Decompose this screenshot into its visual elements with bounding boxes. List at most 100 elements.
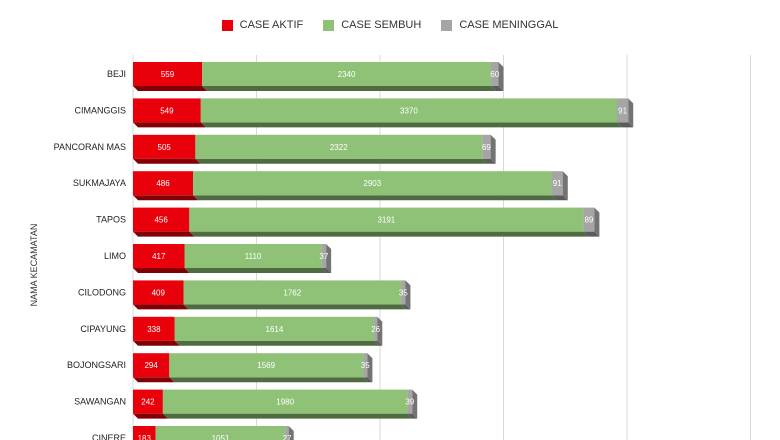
data-label: 60 [490,70,499,79]
bar-segment-cap [405,280,411,310]
data-label: 2322 [330,143,348,152]
bar-segment [174,316,375,341]
data-label: 505 [158,143,172,152]
legend-swatch-active [221,19,233,31]
data-label: 409 [152,288,166,297]
data-label: 91 [618,106,627,115]
bar-segment [193,171,552,196]
bar-segment-cap [594,207,600,237]
bar-segment-depth [200,122,622,128]
data-label: 2903 [363,179,381,188]
bar-segment [401,280,406,305]
data-label: 559 [161,70,175,79]
bar-segment-depth [133,268,190,273]
bar-segment [133,134,196,159]
bar-segment-cap [628,98,634,128]
bar-segment-cap [367,353,373,383]
bar-segment-cap [326,244,332,273]
legend-swatch-recovered [323,19,335,31]
bar-segment [583,207,595,232]
data-label: 3191 [377,216,395,225]
category-label: SAWANGAN [74,397,126,407]
bar-segment [133,207,190,232]
bar-segment-cap [288,426,294,440]
category-label: TAPOS [96,215,126,225]
bar-segment [133,171,194,196]
bar-segment-depth [133,122,206,128]
bar-segment [183,280,402,305]
data-label: 1051 [212,434,230,440]
bar-segment-depth [193,195,557,201]
bar-segment-depth [133,377,175,383]
legend-label-recovered: CASE SEMBUH [341,19,422,31]
data-label: 1569 [257,361,275,370]
category-label: CIMANGGIS [74,105,126,115]
bar-segment [133,426,156,440]
data-label: 37 [319,252,328,261]
bar-segment-depth [133,231,195,237]
data-label: 1614 [266,325,284,334]
bar-segment-depth [133,86,208,91]
bar-segment [200,98,617,123]
legend-item-recovered: CASE SEMBUH [323,19,421,31]
bar-segment [202,62,492,86]
data-label: 294 [144,361,158,370]
legend-item-deaths: CASE MENINGGAL [441,19,558,31]
bar-segment-depth [133,340,180,346]
bar-segment [189,207,584,232]
bar-segment-depth [189,231,589,237]
bar-segment [133,389,163,414]
bar-segment [133,353,170,378]
bar-segment-depth [133,158,201,164]
bar-segment [363,353,368,378]
data-label: 39 [405,398,414,407]
data-label: 26 [371,325,380,334]
bar-segment [155,426,286,440]
data-label: 91 [553,179,562,188]
bar-segment [321,244,327,268]
data-label: 456 [154,216,168,225]
data-label: 3370 [400,106,418,115]
bar-segment [285,426,289,440]
data-label: 417 [152,252,166,261]
bar-segment-depth [183,304,407,310]
bar-segment-cap [490,134,496,164]
bar-segment [374,316,378,341]
bar-segment-depth [133,195,199,201]
bar-segment [491,62,499,86]
category-label: PANCORAN MAS [54,142,126,152]
legend-swatch-deaths [441,19,453,31]
legend-label-deaths: CASE MENINGGAL [459,19,559,31]
bar-segment-depth [133,304,189,310]
data-label: 338 [147,325,161,334]
legend: CASE AKTIF CASE SEMBUH CASE MENINGGAL [0,19,780,31]
bar-segment-depth [321,268,332,273]
bar-segment [195,134,483,159]
bar-segment-cap [562,171,568,201]
category-label: LIMO [104,251,126,261]
bar-segment [133,62,203,86]
data-label: 242 [141,398,155,407]
bar-segment-cap [498,62,504,91]
bar-segment [407,389,413,414]
category-label: CIPAYUNG [80,324,126,334]
bar-segment-depth [174,340,380,346]
data-label: 35 [399,288,408,297]
data-label: 1980 [276,398,294,407]
data-label: 89 [584,216,593,225]
category-label: BEJI [107,69,126,79]
bar-segment [133,98,201,123]
bar-segment [616,98,629,123]
bar-segment-depth [374,340,383,346]
bar-segment-cap [412,389,418,419]
data-label: 1762 [283,288,301,297]
data-label: 486 [156,179,170,188]
category-label: CILODONG [78,287,126,297]
bar-segment-depth [184,268,327,273]
bar-segment-depth [195,158,488,164]
bar-segment [133,244,185,268]
data-label: 69 [482,143,491,152]
bar-segment [133,280,184,305]
